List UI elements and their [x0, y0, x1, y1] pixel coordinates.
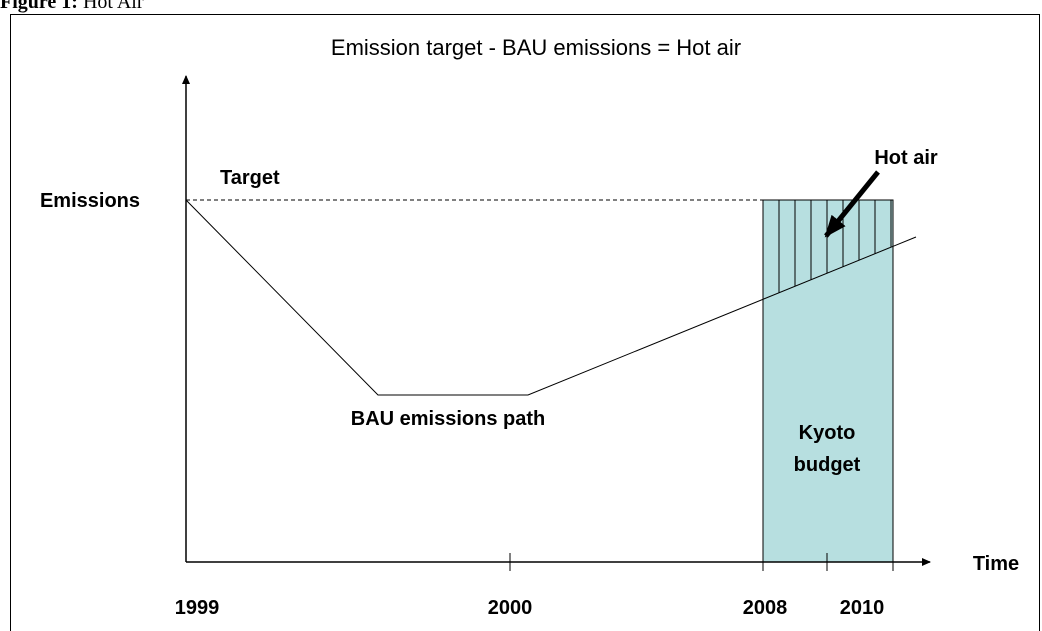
kyoto-label: budget [794, 454, 861, 476]
hot-air-label: Hot air [874, 147, 938, 169]
x-tick-label: 2010 [840, 597, 885, 619]
y-axis-label: Emissions [40, 190, 140, 212]
title: Emission target - BAU emissions = Hot ai… [331, 35, 741, 60]
x-axis-label: Time [973, 553, 1019, 575]
frame [10, 14, 1040, 631]
x-ticks [509, 553, 894, 571]
x-tick-label: 2000 [488, 597, 533, 619]
x-tick-label: 1999 [175, 597, 220, 619]
caption-text: Hot Air [83, 0, 144, 13]
hot-air-arrow [824, 170, 880, 238]
x-tick-label: 2008 [743, 597, 788, 619]
kyoto-label: Kyoto [799, 422, 856, 444]
bau-label: BAU emissions path [351, 408, 545, 430]
figure-caption: Figure 1: Hot Air [0, 0, 144, 13]
caption-label: Figure 1: [0, 0, 78, 13]
target-label: Target [220, 167, 280, 189]
bau-path [185, 199, 917, 396]
